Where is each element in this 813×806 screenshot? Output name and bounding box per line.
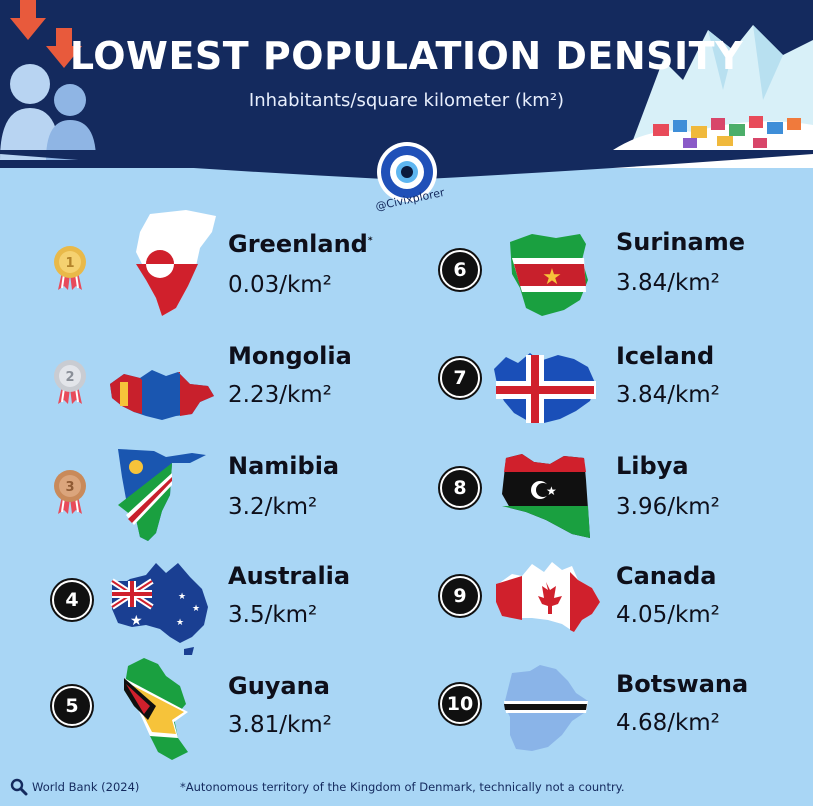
page-title: LOWEST POPULATION DENSITY	[69, 34, 744, 78]
greenland-flag-map-icon	[136, 210, 216, 316]
list-item-greenland: 1 Greenland* 0.03/km²	[50, 208, 430, 318]
civixplorer-logo-icon	[377, 142, 437, 202]
svg-text:★: ★	[178, 592, 186, 602]
density-value: 2.23/km²	[228, 382, 332, 408]
country-name: Botswana	[616, 670, 749, 698]
country-name: Mongolia	[228, 342, 352, 370]
density-value: 4.68/km²	[616, 710, 720, 736]
list-item-australia: 4 ★ ★ ★ ★ Australia 3.5/km²	[50, 552, 430, 662]
density-value: 3.81/km²	[228, 712, 332, 738]
svg-text:★: ★	[130, 613, 143, 629]
rank-badge: 9	[440, 576, 480, 616]
header-banner: LOWEST POPULATION DENSITY Inhabitants/sq…	[0, 0, 813, 168]
rank-badge: 7	[440, 358, 480, 398]
country-name: Libya	[616, 452, 689, 480]
source-text: World Bank (2024)	[32, 780, 140, 794]
list-item-suriname: 6 ★ Suriname 3.84/km²	[438, 220, 813, 330]
list-item-canada: 9 Canada 4.05/km²	[438, 548, 813, 658]
canada-flag-map-icon	[496, 562, 600, 632]
botswana-flag-map-icon	[504, 665, 588, 751]
guyana-flag-map-icon	[124, 658, 188, 760]
density-value: 3.84/km²	[616, 382, 720, 408]
density-value: 3.5/km²	[228, 602, 318, 628]
suriname-flag-map-icon: ★	[510, 234, 588, 316]
list-item-libya: 8 ★ Libya 3.96/km²	[438, 440, 813, 550]
density-value: 0.03/km²	[228, 272, 332, 298]
density-value: 3.84/km²	[616, 270, 720, 296]
country-name: Iceland	[616, 342, 715, 370]
footnote-text: *Autonomous territory of the Kingdom of …	[180, 780, 625, 794]
footnote-mark: *	[367, 236, 373, 246]
rank-badge: 10	[440, 684, 480, 724]
rank-badge: 4	[52, 580, 92, 620]
mongolia-flag-map-icon	[110, 370, 214, 420]
list-item-botswana: 10 Botswana 4.68/km²	[438, 656, 813, 766]
australia-flag-map-icon: ★ ★ ★ ★	[110, 563, 208, 655]
namibia-flag-map-icon	[118, 449, 206, 541]
country-name: Canada	[616, 562, 717, 590]
svg-text:★: ★	[546, 484, 557, 498]
list-item-namibia: 3 Namibia 3.2/km²	[50, 440, 430, 550]
country-name: Guyana	[228, 672, 330, 700]
footer: World Bank (2024) *Autonomous territory …	[10, 776, 810, 800]
list-item-mongolia: 2 Mongolia 2.23/km²	[50, 338, 430, 448]
list-item-iceland: 7 Iceland 3.84/km²	[438, 334, 813, 444]
libya-flag-map-icon: ★	[502, 454, 590, 538]
svg-text:★: ★	[542, 265, 562, 290]
density-value: 3.96/km²	[616, 494, 720, 520]
medal-rank: 1	[65, 256, 74, 271]
rank-badge: 8	[440, 468, 480, 508]
svg-text:★: ★	[176, 618, 184, 628]
page-subtitle: Inhabitants/square kilometer (km²)	[248, 90, 565, 111]
medal-rank: 3	[65, 480, 74, 495]
rank-badge: 5	[52, 686, 92, 726]
density-value: 3.2/km²	[228, 494, 318, 520]
rank-badge: 6	[440, 250, 480, 290]
silver-medal-icon: 2	[54, 360, 86, 404]
gold-medal-icon: 1	[54, 246, 86, 290]
people-down-arrows-icon	[0, 0, 96, 160]
country-name: Suriname	[616, 228, 745, 256]
magnifier-icon	[10, 778, 28, 796]
country-name: Greenland	[228, 230, 368, 258]
density-value: 4.05/km²	[616, 602, 720, 628]
country-name: Namibia	[228, 452, 340, 480]
country-name: Australia	[228, 562, 351, 590]
list-item-guyana: 5 Guyana 3.81/km²	[50, 656, 430, 766]
iceland-flag-map-icon	[494, 353, 596, 423]
svg-text:★: ★	[192, 604, 200, 614]
bronze-medal-icon: 3	[54, 470, 86, 514]
medal-rank: 2	[65, 370, 74, 385]
